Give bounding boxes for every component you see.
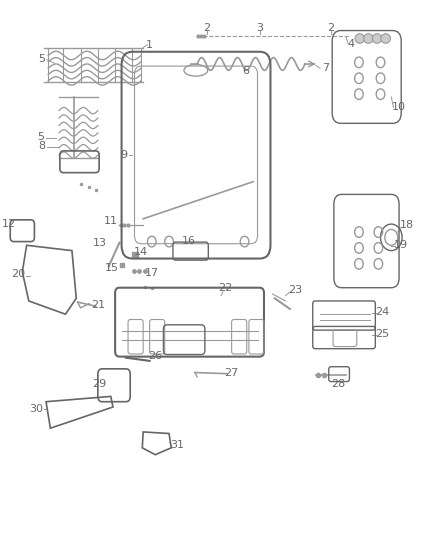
Text: 7: 7 <box>321 63 329 73</box>
Text: 27: 27 <box>225 368 239 377</box>
Text: 29: 29 <box>92 379 106 389</box>
Ellipse shape <box>381 34 390 43</box>
Text: 3: 3 <box>256 23 263 33</box>
Text: 22: 22 <box>218 282 232 293</box>
Text: 31: 31 <box>170 440 184 450</box>
Text: 5: 5 <box>37 132 44 142</box>
Text: 19: 19 <box>394 240 408 251</box>
Text: 17: 17 <box>145 268 159 278</box>
Ellipse shape <box>364 34 373 43</box>
Ellipse shape <box>355 34 364 43</box>
Text: 12: 12 <box>2 219 17 229</box>
Text: 8: 8 <box>38 141 45 151</box>
Text: 11: 11 <box>104 216 118 227</box>
Text: 2: 2 <box>203 23 210 33</box>
Text: 28: 28 <box>331 379 345 389</box>
Ellipse shape <box>372 34 382 43</box>
Text: 23: 23 <box>289 285 303 295</box>
Text: 6: 6 <box>242 67 249 76</box>
Text: 24: 24 <box>375 306 390 317</box>
Text: 15: 15 <box>105 263 119 272</box>
Text: 10: 10 <box>392 102 406 112</box>
Text: 18: 18 <box>399 220 413 230</box>
Text: 30: 30 <box>29 403 43 414</box>
Text: 13: 13 <box>93 238 107 248</box>
Text: 4: 4 <box>348 39 355 49</box>
Text: 26: 26 <box>148 351 162 361</box>
Text: 9: 9 <box>120 150 127 160</box>
Text: 14: 14 <box>134 247 148 257</box>
Text: 5: 5 <box>38 54 45 63</box>
Text: 25: 25 <box>376 329 390 340</box>
Text: 1: 1 <box>146 40 153 50</box>
Text: 21: 21 <box>91 300 105 310</box>
Text: 20: 20 <box>11 270 25 279</box>
Text: 16: 16 <box>181 236 195 246</box>
Text: 2: 2 <box>327 23 335 33</box>
